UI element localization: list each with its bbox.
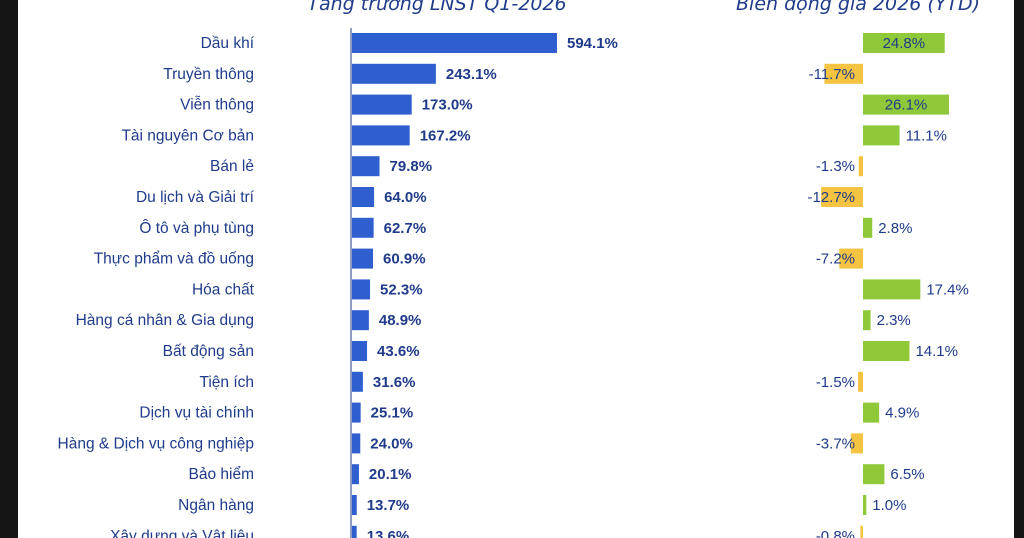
growth-bar	[352, 248, 374, 269]
price-value-label: -7.2%	[816, 251, 855, 268]
growth-value-label: 13.6%	[367, 528, 410, 538]
growth-bar	[352, 94, 412, 115]
growth-value-label: 64.0%	[384, 189, 427, 206]
price-value-label: 2.8%	[878, 220, 912, 237]
growth-value-label: 52.3%	[380, 281, 423, 298]
growth-value-label: 31.6%	[373, 374, 416, 391]
price-value-label: 6.5%	[890, 466, 924, 483]
price-bar	[863, 279, 921, 300]
left-frame-border	[0, 0, 18, 538]
price-bar	[863, 125, 900, 146]
category-label: Bán lẻ	[210, 158, 254, 175]
price-bar	[863, 217, 873, 238]
growth-value-label: 62.7%	[384, 220, 427, 237]
price-bar	[858, 156, 863, 177]
price-bar	[863, 94, 949, 115]
price-value-label: -12.7%	[807, 189, 855, 206]
price-bar	[850, 433, 863, 454]
growth-bar	[352, 310, 369, 331]
growth-bar	[352, 525, 357, 538]
growth-bar	[352, 371, 363, 392]
category-label: Xây dựng và Vật liệu	[110, 528, 254, 538]
category-label: Hóa chất	[192, 281, 255, 298]
price-bar	[863, 310, 871, 331]
category-label: Ngân hàng	[178, 497, 254, 514]
growth-value-label: 24.0%	[370, 435, 413, 452]
growth-bar	[352, 125, 410, 146]
price-value-label: 1.0%	[872, 497, 906, 514]
price-bar	[863, 33, 945, 53]
growth-bar	[352, 279, 371, 300]
price-value-label: 2.3%	[877, 312, 911, 329]
price-value-label: 26.1%	[885, 97, 928, 114]
price-value-label: 24.8%	[883, 35, 926, 52]
price-panel-title: Biến động giá 2026 (YTD)	[736, 0, 980, 15]
price-bar	[858, 371, 863, 392]
growth-value-label: 25.1%	[371, 405, 414, 422]
price-value-label: -1.3%	[816, 158, 855, 175]
category-label: Bất động sản	[163, 343, 254, 360]
growth-bar	[352, 156, 380, 177]
growth-bar	[352, 187, 375, 207]
price-bar	[863, 464, 885, 485]
category-label: Tài nguyên Cơ bản	[121, 127, 254, 144]
growth-bar	[352, 63, 436, 84]
price-bar	[860, 525, 863, 538]
price-value-label: 4.9%	[885, 405, 919, 422]
growth-bar	[352, 217, 374, 238]
category-label: Bảo hiểm	[189, 466, 254, 483]
growth-bar	[352, 433, 361, 454]
growth-value-label: 20.1%	[369, 466, 412, 483]
price-bar	[821, 187, 863, 207]
price-value-label: 14.1%	[915, 343, 958, 360]
price-value-label: 17.4%	[926, 281, 969, 298]
growth-value-label: 48.9%	[379, 312, 422, 329]
category-label: Truyền thông	[163, 66, 254, 83]
category-label: Dầu khí	[201, 35, 255, 52]
growth-bar	[352, 464, 359, 485]
price-value-label: -1.5%	[816, 374, 855, 391]
price-value-label: -0.8%	[816, 528, 855, 538]
category-label: Dịch vụ tài chính	[139, 405, 254, 422]
chart-rows: Dầu khí 594.1% 24.8% Truyền thông 243.1% -11.…	[58, 33, 969, 538]
price-bar	[863, 341, 910, 361]
price-value-label: -3.7%	[816, 435, 855, 452]
right-frame-border	[1014, 0, 1024, 538]
category-label: Viễn thông	[180, 97, 254, 114]
category-label: Du lịch và Giải trí	[136, 189, 255, 206]
growth-bar	[352, 402, 361, 423]
growth-value-label: 43.6%	[377, 343, 420, 360]
price-value-label: 11.1%	[906, 127, 947, 144]
price-bar	[863, 495, 867, 515]
growth-value-label: 79.8%	[390, 158, 433, 175]
growth-bar	[352, 341, 368, 361]
growth-value-label: 243.1%	[446, 66, 497, 83]
category-label: Hàng & Dịch vụ công nghiệp	[58, 435, 254, 452]
growth-value-label: 173.0%	[422, 97, 473, 114]
category-label: Thực phẩm và đồ uống	[94, 251, 254, 268]
price-value-label: -11.7%	[809, 66, 855, 83]
price-bar	[839, 248, 863, 269]
growth-value-label: 13.7%	[367, 497, 410, 514]
growth-value-label: 594.1%	[567, 35, 618, 52]
category-label: Tiện ích	[199, 374, 254, 391]
growth-bar	[352, 495, 357, 515]
growth-panel-title: Tăng trưởng LNST Q1-2026	[307, 0, 566, 15]
price-bar	[824, 63, 863, 84]
price-bar	[863, 402, 880, 423]
category-label: Ô tô và phụ tùng	[139, 220, 254, 237]
category-label: Hàng cá nhân & Gia dụng	[76, 312, 254, 329]
growth-value-label: 60.9%	[383, 251, 426, 268]
growth-bar	[352, 33, 557, 53]
growth-value-label: 167.2%	[420, 127, 471, 144]
